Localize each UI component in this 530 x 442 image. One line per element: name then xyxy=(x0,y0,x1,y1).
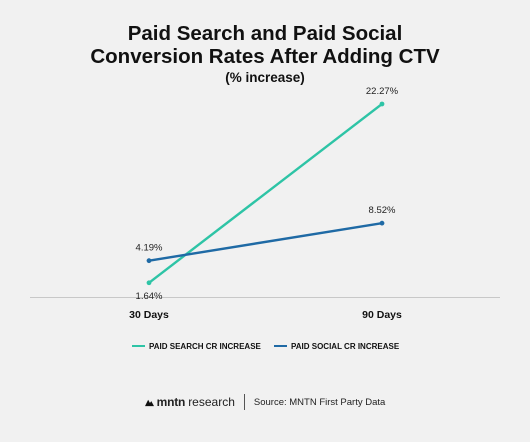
mountain-icon xyxy=(144,399,154,406)
data-label: 22.27% xyxy=(366,86,399,97)
data-point xyxy=(379,220,385,226)
source-note: Source: MNTN First Party Data xyxy=(253,396,386,408)
chart-subtitle: (% increase) xyxy=(225,70,305,85)
x-tick-label: 90 Days xyxy=(362,309,402,321)
series-line xyxy=(147,102,384,284)
chart-title-line1: Paid Search and Paid Social xyxy=(127,22,403,45)
footer: mntn research Source: MNTN First Party D… xyxy=(0,392,530,412)
footer-divider xyxy=(243,394,245,410)
brand-suffix: research xyxy=(188,395,235,409)
series-line xyxy=(147,221,384,262)
x-tick-label: 30 Days xyxy=(129,309,169,321)
brand-name: mntn xyxy=(156,395,186,409)
legend-label: PAID SOCIAL CR INCREASE xyxy=(291,342,400,351)
brand-logo: mntn research xyxy=(144,395,235,409)
data-point xyxy=(146,258,152,264)
data-label: 8.52% xyxy=(369,205,396,216)
chart-title: Paid Search and Paid Social Conversion R… xyxy=(0,22,530,68)
data-point xyxy=(379,101,385,107)
data-label: 1.64% xyxy=(136,291,163,302)
data-point xyxy=(146,280,152,286)
data-label: 4.19% xyxy=(136,243,163,254)
legend-label: PAID SEARCH CR INCREASE xyxy=(149,342,262,351)
chart-title-line2: Conversion Rates After Adding CTV xyxy=(90,45,440,68)
